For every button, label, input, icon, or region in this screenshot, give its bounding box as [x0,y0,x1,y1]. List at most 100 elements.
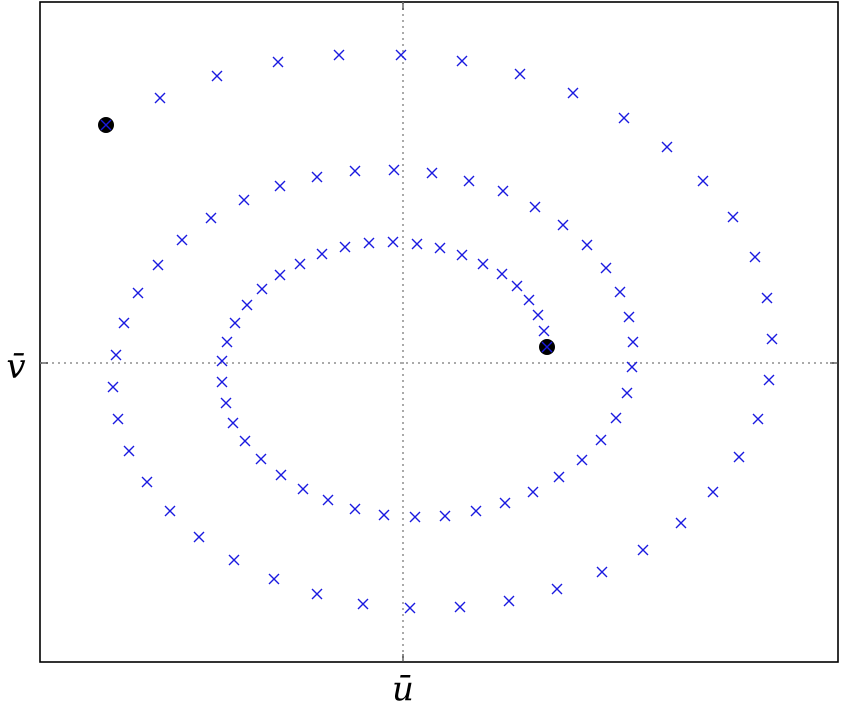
point-marker [463,175,475,187]
point-marker [100,119,112,131]
point-marker [538,325,550,337]
point-marker [439,510,451,522]
point-marker [477,258,489,270]
point-marker [596,566,608,578]
point-marker [576,454,588,466]
point-marker [621,387,633,399]
point-marker [216,355,228,367]
point-marker [707,486,719,498]
point-marker [454,601,466,613]
point-marker [193,531,205,543]
point-marker [141,476,153,488]
point-marker [532,309,544,321]
point-marker [610,412,622,424]
point-marker [752,413,764,425]
point-marker [456,249,468,261]
point-marker [541,341,553,353]
point-marker [241,299,253,311]
point-marker [496,268,508,280]
point-marker [154,92,166,104]
point-marker [637,544,649,556]
point-marker [514,68,526,80]
point-marker [675,517,687,529]
point-marker [107,381,119,393]
point-marker [404,602,416,614]
point-marker [511,280,523,292]
point-marker [118,317,130,329]
point-marker [339,241,351,253]
point-marker [626,361,638,373]
point-marker [527,486,539,498]
point-marker [557,219,569,231]
point-marker [256,283,268,295]
point-marker [333,49,345,61]
point-marker [227,417,239,429]
point-marker [378,509,390,521]
point-marker [661,141,673,153]
point-marker [567,87,579,99]
point-marker [614,286,626,298]
point-marker [411,238,423,250]
point-marker [274,180,286,192]
y-axis-label: v̄ [6,347,25,387]
point-marker [581,239,593,251]
point-marker [297,483,309,495]
point-marker [357,598,369,610]
point-marker [255,453,267,465]
point-marker [627,336,639,348]
point-marker [164,505,176,517]
point-marker [322,494,334,506]
point-marker [176,234,188,246]
point-marker [763,374,775,386]
point-marker [523,294,535,306]
point-marker [110,349,122,361]
point-marker [387,236,399,248]
point-marker [132,287,144,299]
point-marker [294,258,306,270]
point-marker [275,469,287,481]
point-marker [211,70,223,82]
point-marker [470,505,482,517]
point-marker [316,248,328,260]
point-marker [238,194,250,206]
point-marker [409,511,421,523]
point-marker [497,185,509,197]
point-marker [456,55,468,67]
point-marker [205,212,217,224]
point-marker [618,112,630,124]
point-marker [529,201,541,213]
point-marker [216,376,228,388]
x-axis-label: ū [392,669,414,709]
point-marker [727,211,739,223]
point-marker [268,573,280,585]
point-marker [395,49,407,61]
point-marker [434,242,446,254]
point-marker [595,434,607,446]
plot-frame [39,1,839,663]
point-marker [499,497,511,509]
point-marker [766,333,778,345]
point-marker [220,397,232,409]
point-marker [553,471,565,483]
point-marker [600,262,612,274]
point-marker [228,554,240,566]
point-marker [311,588,323,600]
point-marker [749,251,761,263]
point-marker [123,445,135,457]
point-marker [349,165,361,177]
point-marker [239,435,251,447]
point-marker [551,583,563,595]
point-marker [229,317,241,329]
point-marker [349,503,361,515]
point-marker [623,311,635,323]
point-marker [274,269,286,281]
point-marker [221,336,233,348]
point-marker [311,171,323,183]
point-marker [761,292,773,304]
point-marker [697,175,709,187]
point-marker [112,413,124,425]
point-marker [152,259,164,271]
point-marker [363,237,375,249]
point-marker [733,451,745,463]
